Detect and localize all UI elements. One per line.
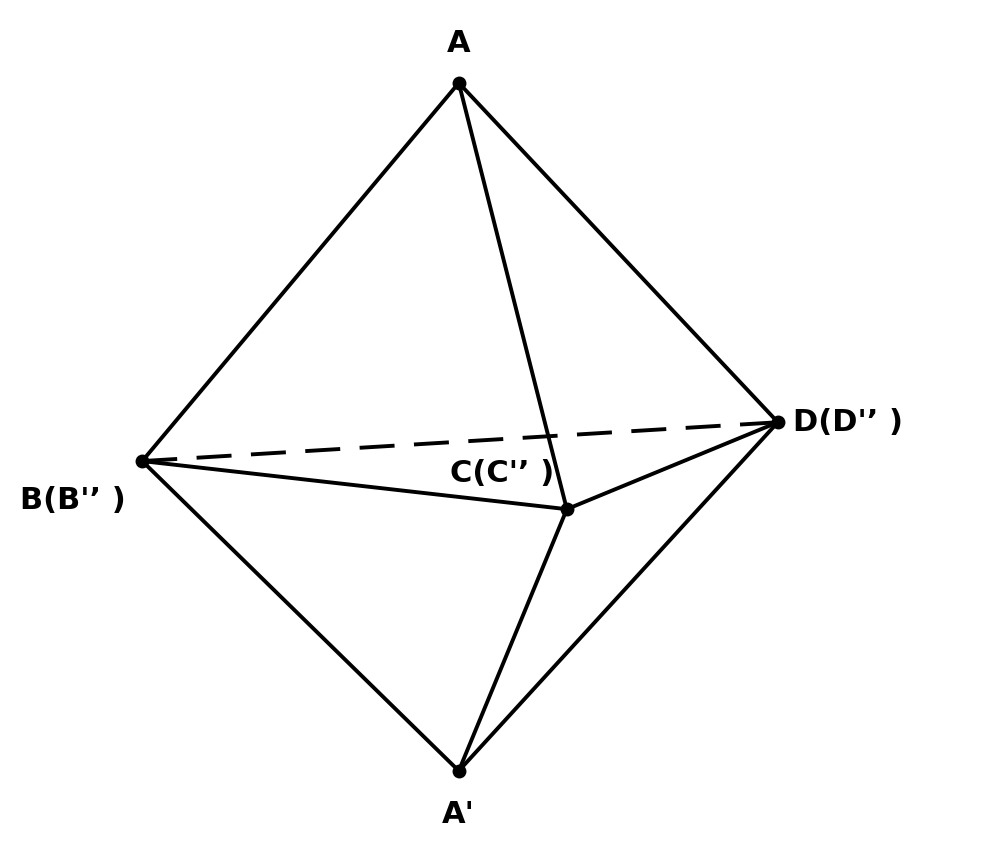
Text: A: A [447,28,471,57]
Text: A': A' [442,801,475,830]
Text: C(C'’ ): C(C'’ ) [450,459,554,488]
Text: B(B'’ ): B(B'’ ) [20,486,125,516]
Text: D(D'’ ): D(D'’ ) [793,408,903,437]
